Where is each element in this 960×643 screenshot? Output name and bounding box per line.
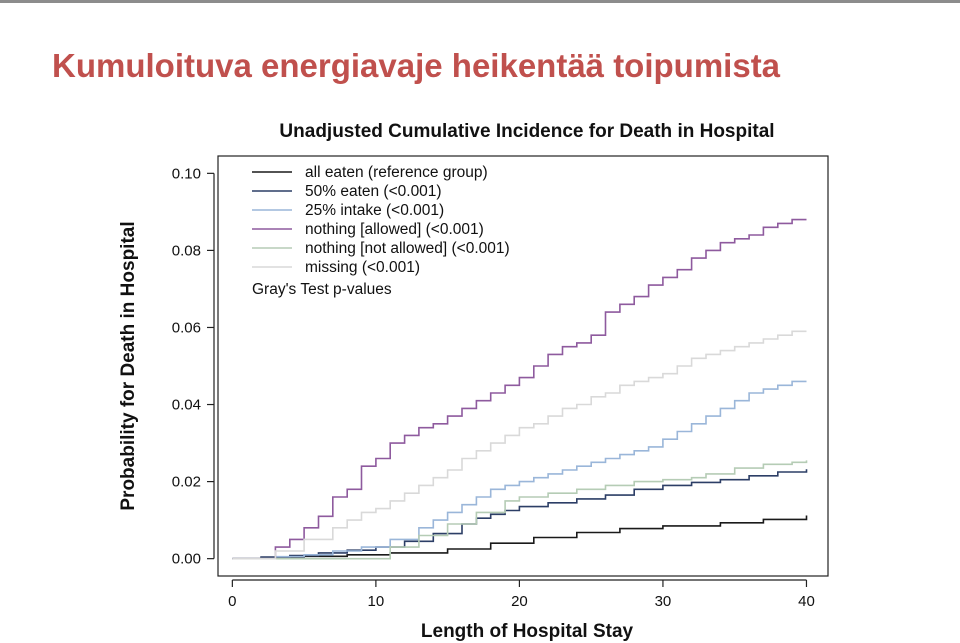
legend-label: nothing [allowed] (<0.001) (305, 221, 484, 238)
chart-title: Unadjusted Cumulative Incidence for Deat… (279, 121, 774, 142)
legend-label: all eaten (reference group) (305, 164, 488, 181)
y-axis: 0.00 0.02 0.04 0.06 0.08 0.10 (172, 165, 215, 568)
series-line (232, 460, 808, 560)
legend-label: 25% intake (<0.001) (305, 202, 444, 219)
y-axis-label: Probability for Death in Hospital (118, 221, 139, 510)
legend-note: Gray's Test p-values (252, 281, 392, 298)
x-tick-label: 10 (368, 593, 385, 610)
y-tick-label: 0.04 (172, 397, 201, 414)
series-line (232, 380, 807, 560)
y-tick-label: 0.06 (172, 319, 201, 336)
legend-label: 50% eaten (<0.001) (305, 183, 442, 200)
slide-title: Kumuloituva energiavaje heikentää toipum… (52, 47, 781, 84)
series-group (232, 218, 808, 560)
series-line (232, 218, 807, 560)
legend-label: nothing [not allowed] (<0.001) (305, 240, 510, 257)
x-tick-label: 0 (228, 593, 236, 610)
y-tick-label: 0.02 (172, 474, 201, 491)
y-tick-label: 0.10 (172, 165, 201, 182)
x-axis-label: Length of Hospital Stay (421, 621, 634, 642)
plot-area (217, 155, 829, 577)
top-rule (0, 0, 960, 3)
y-tick-label: 0.08 (172, 242, 201, 259)
legend-label: missing (<0.001) (305, 259, 420, 276)
x-tick-label: 20 (511, 593, 528, 610)
legend: all eaten (reference group) 50% eaten (<0… (252, 164, 510, 298)
series-line (232, 330, 807, 560)
x-axis: 0 10 20 30 40 (228, 579, 815, 610)
y-tick-label: 0.00 (172, 551, 201, 568)
x-tick-label: 40 (798, 593, 815, 610)
x-tick-label: 30 (655, 593, 672, 610)
